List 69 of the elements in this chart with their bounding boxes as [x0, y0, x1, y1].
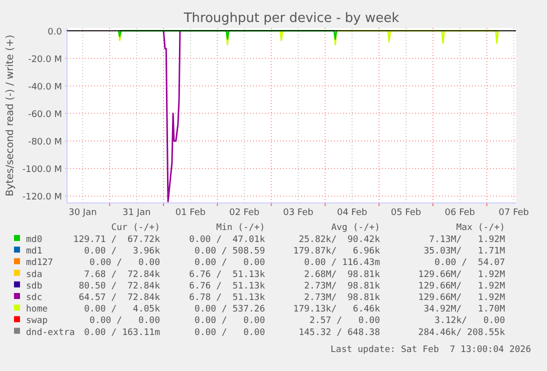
text: Last update: Sat Feb 7 13:00:04 2026 [330, 345, 531, 355]
x-tick-label: 31 Jan [122, 208, 151, 218]
y-tick-label: -120.0 M [22, 192, 62, 203]
text: 6.76 / 51.13k [189, 281, 266, 292]
x-tick-label: 03 Feb [283, 208, 314, 218]
legend-label: home [26, 304, 48, 315]
text: 0.00 / 4.05k [84, 304, 161, 315]
text: 0.00 / 0.00 [194, 328, 265, 338]
x-tick-label: 02 Feb [229, 208, 260, 218]
text: 129.66M/ 1.92M [418, 281, 506, 292]
text: 64.57 / 72.84k [78, 293, 161, 303]
text: 2.73M/ 98.81k [304, 293, 381, 303]
text: 0.00 / 47.01k [189, 235, 266, 245]
legend-label: swap [26, 316, 48, 326]
y-tick-label: 0.0 [48, 27, 62, 38]
text: 0.00 / 3.96k [84, 246, 161, 257]
legend-label: md0 [26, 235, 42, 245]
x-tick-label: 06 Feb [444, 208, 476, 218]
text: 0.00 / 537.26 [194, 304, 265, 315]
text: 80.50 / 72.84k [78, 281, 161, 292]
x-tick-label: 01 Feb [175, 208, 206, 218]
text: Min (-/+) [216, 223, 265, 233]
text: 34.92M/ 1.70M [424, 304, 506, 315]
text: 179.87k/ 6.96k [293, 246, 381, 257]
text: 0.00 / 116.43m [304, 258, 380, 268]
text: Max (-/+) [456, 223, 505, 233]
text: 7.13M/ 1.92M [429, 235, 506, 245]
x-tick-label: 04 Feb [336, 208, 368, 218]
text: 2.57 / 0.00 [310, 316, 380, 326]
text: 3.12k/ 0.00 [434, 316, 505, 326]
text: 179.13k/ 6.46k [293, 304, 381, 315]
text: 145.32 / 648.38 [298, 328, 380, 338]
text: 129.66M/ 1.92M [418, 270, 506, 280]
y-axis-title: Bytes/second read (-) / write (+) [5, 34, 16, 196]
text: 0.00 / 0.00 [194, 316, 265, 326]
text: 7.68 / 72.84k [84, 270, 161, 280]
text: Avg (-/+) [331, 223, 380, 233]
text: Cur (-/+) [111, 223, 160, 233]
text: 6.78 / 51.13k [189, 293, 266, 303]
x-tick-label: 30 Jan [68, 208, 97, 218]
text: 2.73M/ 98.81k [304, 281, 381, 292]
y-tick-label: -20.0 M [28, 54, 62, 65]
text: 0.00 / 163.11m [84, 328, 160, 338]
legend-label: md127 [26, 258, 54, 268]
legend-label: sda [26, 270, 42, 280]
legend-label: md1 [26, 246, 42, 257]
x-tick-label: 07 Feb [498, 208, 530, 218]
text: 129.66M/ 1.92M [418, 293, 506, 303]
text: 129.71 / 67.72k [73, 235, 161, 245]
text: 35.03M/ 1.71M [424, 246, 506, 257]
x-tick-label: 05 Feb [390, 208, 422, 218]
line-series [162, 30, 181, 202]
y-tick-label: -60.0 M [28, 110, 62, 120]
y-tick-label: -80.0 M [28, 137, 62, 148]
text: 6.76 / 51.13k [189, 270, 266, 280]
text: 0.00 / 0.00 [194, 258, 265, 268]
text: 2.68M/ 98.81k [304, 270, 381, 280]
y-tick-label: -40.0 M [28, 82, 62, 92]
legend-label: dnd-extra [26, 328, 75, 338]
text: 0.00 / 0.00 [90, 258, 160, 268]
text: 0.00 / 508.59 [194, 246, 265, 257]
text: 0.00 / 54.07 [434, 258, 505, 268]
text: 0.00 / 0.00 [90, 316, 160, 326]
y-tick-label: -100.0 M [22, 165, 62, 176]
text: 25.82k/ 90.42k [298, 235, 381, 245]
chart-title: Throughput per device - by week [182, 11, 400, 26]
text: 284.46k/ 208.55k [418, 328, 506, 338]
legend-label: sdb [26, 281, 42, 292]
legend-label: sdc [26, 293, 42, 303]
